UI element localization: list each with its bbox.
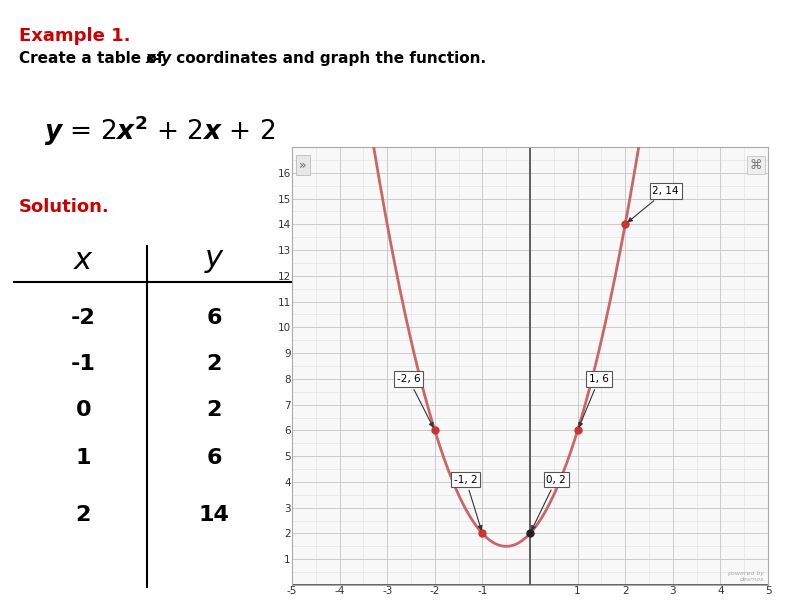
Text: coordinates and graph the function.: coordinates and graph the function.	[171, 51, 486, 66]
Text: $\mathit{y}$: $\mathit{y}$	[204, 246, 225, 275]
Text: 6: 6	[206, 448, 222, 468]
Text: 1, 6: 1, 6	[579, 374, 609, 427]
Text: ⌘: ⌘	[750, 158, 762, 172]
Text: 0: 0	[75, 400, 91, 420]
Text: $\mathit{x}$: $\mathit{x}$	[73, 246, 94, 275]
Text: -2, 6: -2, 6	[397, 374, 433, 427]
Text: 1: 1	[75, 448, 91, 468]
Text: 2: 2	[75, 505, 91, 525]
Text: powered by
desmos: powered by desmos	[727, 571, 764, 582]
Text: Solution.: Solution.	[19, 198, 110, 216]
Text: »: »	[299, 158, 306, 172]
Text: -2: -2	[71, 308, 95, 328]
Text: $\bfit{y}$ = 2$\bfit{x}$$\mathbf{^2}$ + 2$\bfit{x}$ + 2: $\bfit{y}$ = 2$\bfit{x}$$\mathbf{^2}$ + …	[44, 114, 276, 148]
Text: 6: 6	[206, 308, 222, 328]
Text: Example 1.: Example 1.	[19, 27, 130, 45]
Text: 2: 2	[206, 354, 222, 374]
Text: 2, 14: 2, 14	[628, 186, 679, 222]
Text: 0, 2: 0, 2	[532, 475, 566, 530]
Text: x-y: x-y	[146, 51, 172, 66]
Text: Create a table of: Create a table of	[19, 51, 169, 66]
Text: -1, 2: -1, 2	[454, 475, 482, 530]
Text: -1: -1	[70, 354, 96, 374]
Text: 14: 14	[199, 505, 230, 525]
Text: 2: 2	[206, 400, 222, 420]
